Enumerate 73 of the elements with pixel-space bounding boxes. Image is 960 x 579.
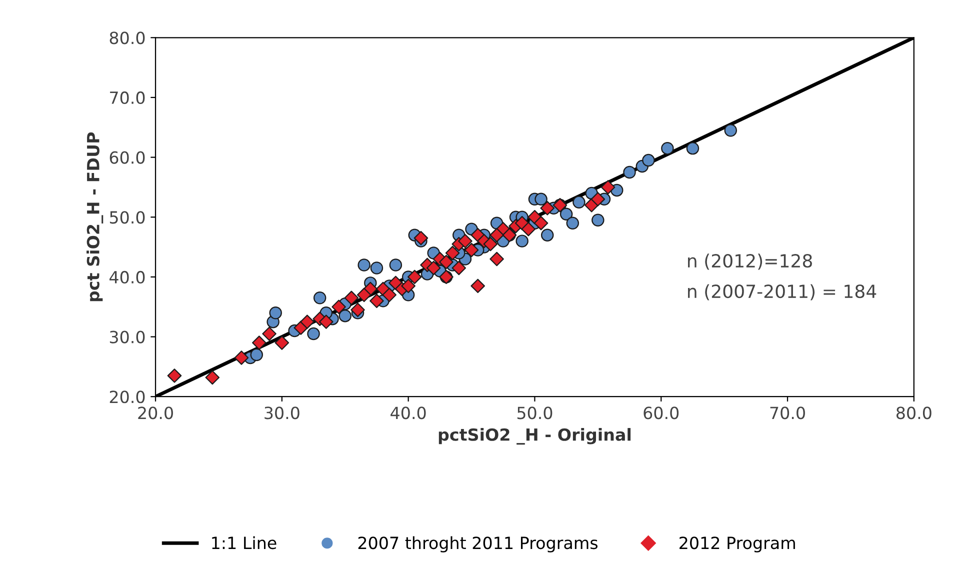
point (252, 336, 266, 350)
point (592, 214, 604, 226)
x-tick-label: 30.0 (264, 406, 300, 420)
x-tick-label: 50.0 (517, 406, 552, 420)
point (445, 246, 460, 260)
point (590, 192, 606, 206)
y-tick-label: 60.0 (110, 151, 145, 164)
point (490, 228, 504, 242)
point (401, 278, 416, 294)
point (464, 242, 479, 258)
point (452, 260, 466, 276)
x-tick-label: 70.0 (770, 406, 805, 420)
point (724, 124, 738, 137)
point (370, 294, 384, 308)
point (167, 368, 182, 383)
point (572, 196, 586, 209)
y-tick-label: 40.0 (110, 270, 145, 284)
point (642, 154, 655, 167)
point (566, 216, 580, 230)
y-tick-label: 30.0 (110, 330, 145, 344)
point (439, 254, 454, 270)
x-axis-title: pctSiO2 _H - Original (438, 428, 631, 445)
legend-label: 1:1 Line (212, 536, 276, 550)
point (250, 348, 264, 362)
point (319, 314, 334, 329)
point (338, 309, 352, 322)
point (274, 336, 290, 350)
legend-label: 2012 Program (680, 536, 795, 552)
point (389, 258, 402, 272)
point (344, 290, 359, 306)
point (307, 327, 320, 340)
annotation: n (2007-2011) = 184 (688, 284, 876, 300)
point (269, 306, 282, 320)
y-axis-title: pct SiO2_H - FDUP (86, 132, 104, 302)
point (332, 300, 346, 314)
point (414, 230, 428, 246)
y-tick-label: 70.0 (110, 91, 145, 104)
point (516, 234, 528, 248)
point (234, 350, 249, 365)
x-tick-label: 60.0 (644, 406, 679, 420)
point (560, 208, 573, 220)
point (623, 166, 636, 179)
y-tick-label: 50.0 (110, 211, 145, 224)
point (300, 314, 314, 329)
point (540, 228, 554, 242)
point (534, 216, 548, 230)
annotation: n (2012)=128 (688, 254, 812, 270)
point (490, 252, 504, 266)
point (358, 258, 370, 272)
y-tick-label: 80.0 (110, 32, 145, 44)
point (483, 236, 498, 252)
x-tick-label: 40.0 (390, 406, 426, 420)
point (205, 370, 220, 385)
point (540, 201, 555, 216)
point (458, 234, 472, 248)
point (521, 222, 536, 236)
point (600, 180, 616, 194)
point (534, 192, 548, 206)
point (370, 262, 384, 274)
x-tick-label: 20.0 (138, 406, 173, 420)
point (661, 142, 674, 155)
point (313, 292, 326, 304)
point (426, 260, 441, 276)
point (262, 326, 276, 341)
legend-label: 2007 throght 2011 Programs (358, 536, 598, 552)
point (407, 270, 422, 284)
point (382, 288, 397, 302)
y-tick-label: 20.0 (110, 390, 145, 404)
point (470, 278, 485, 294)
point (350, 302, 365, 318)
point (356, 288, 372, 302)
x-tick-label: 80.0 (896, 406, 932, 420)
point (686, 142, 700, 155)
